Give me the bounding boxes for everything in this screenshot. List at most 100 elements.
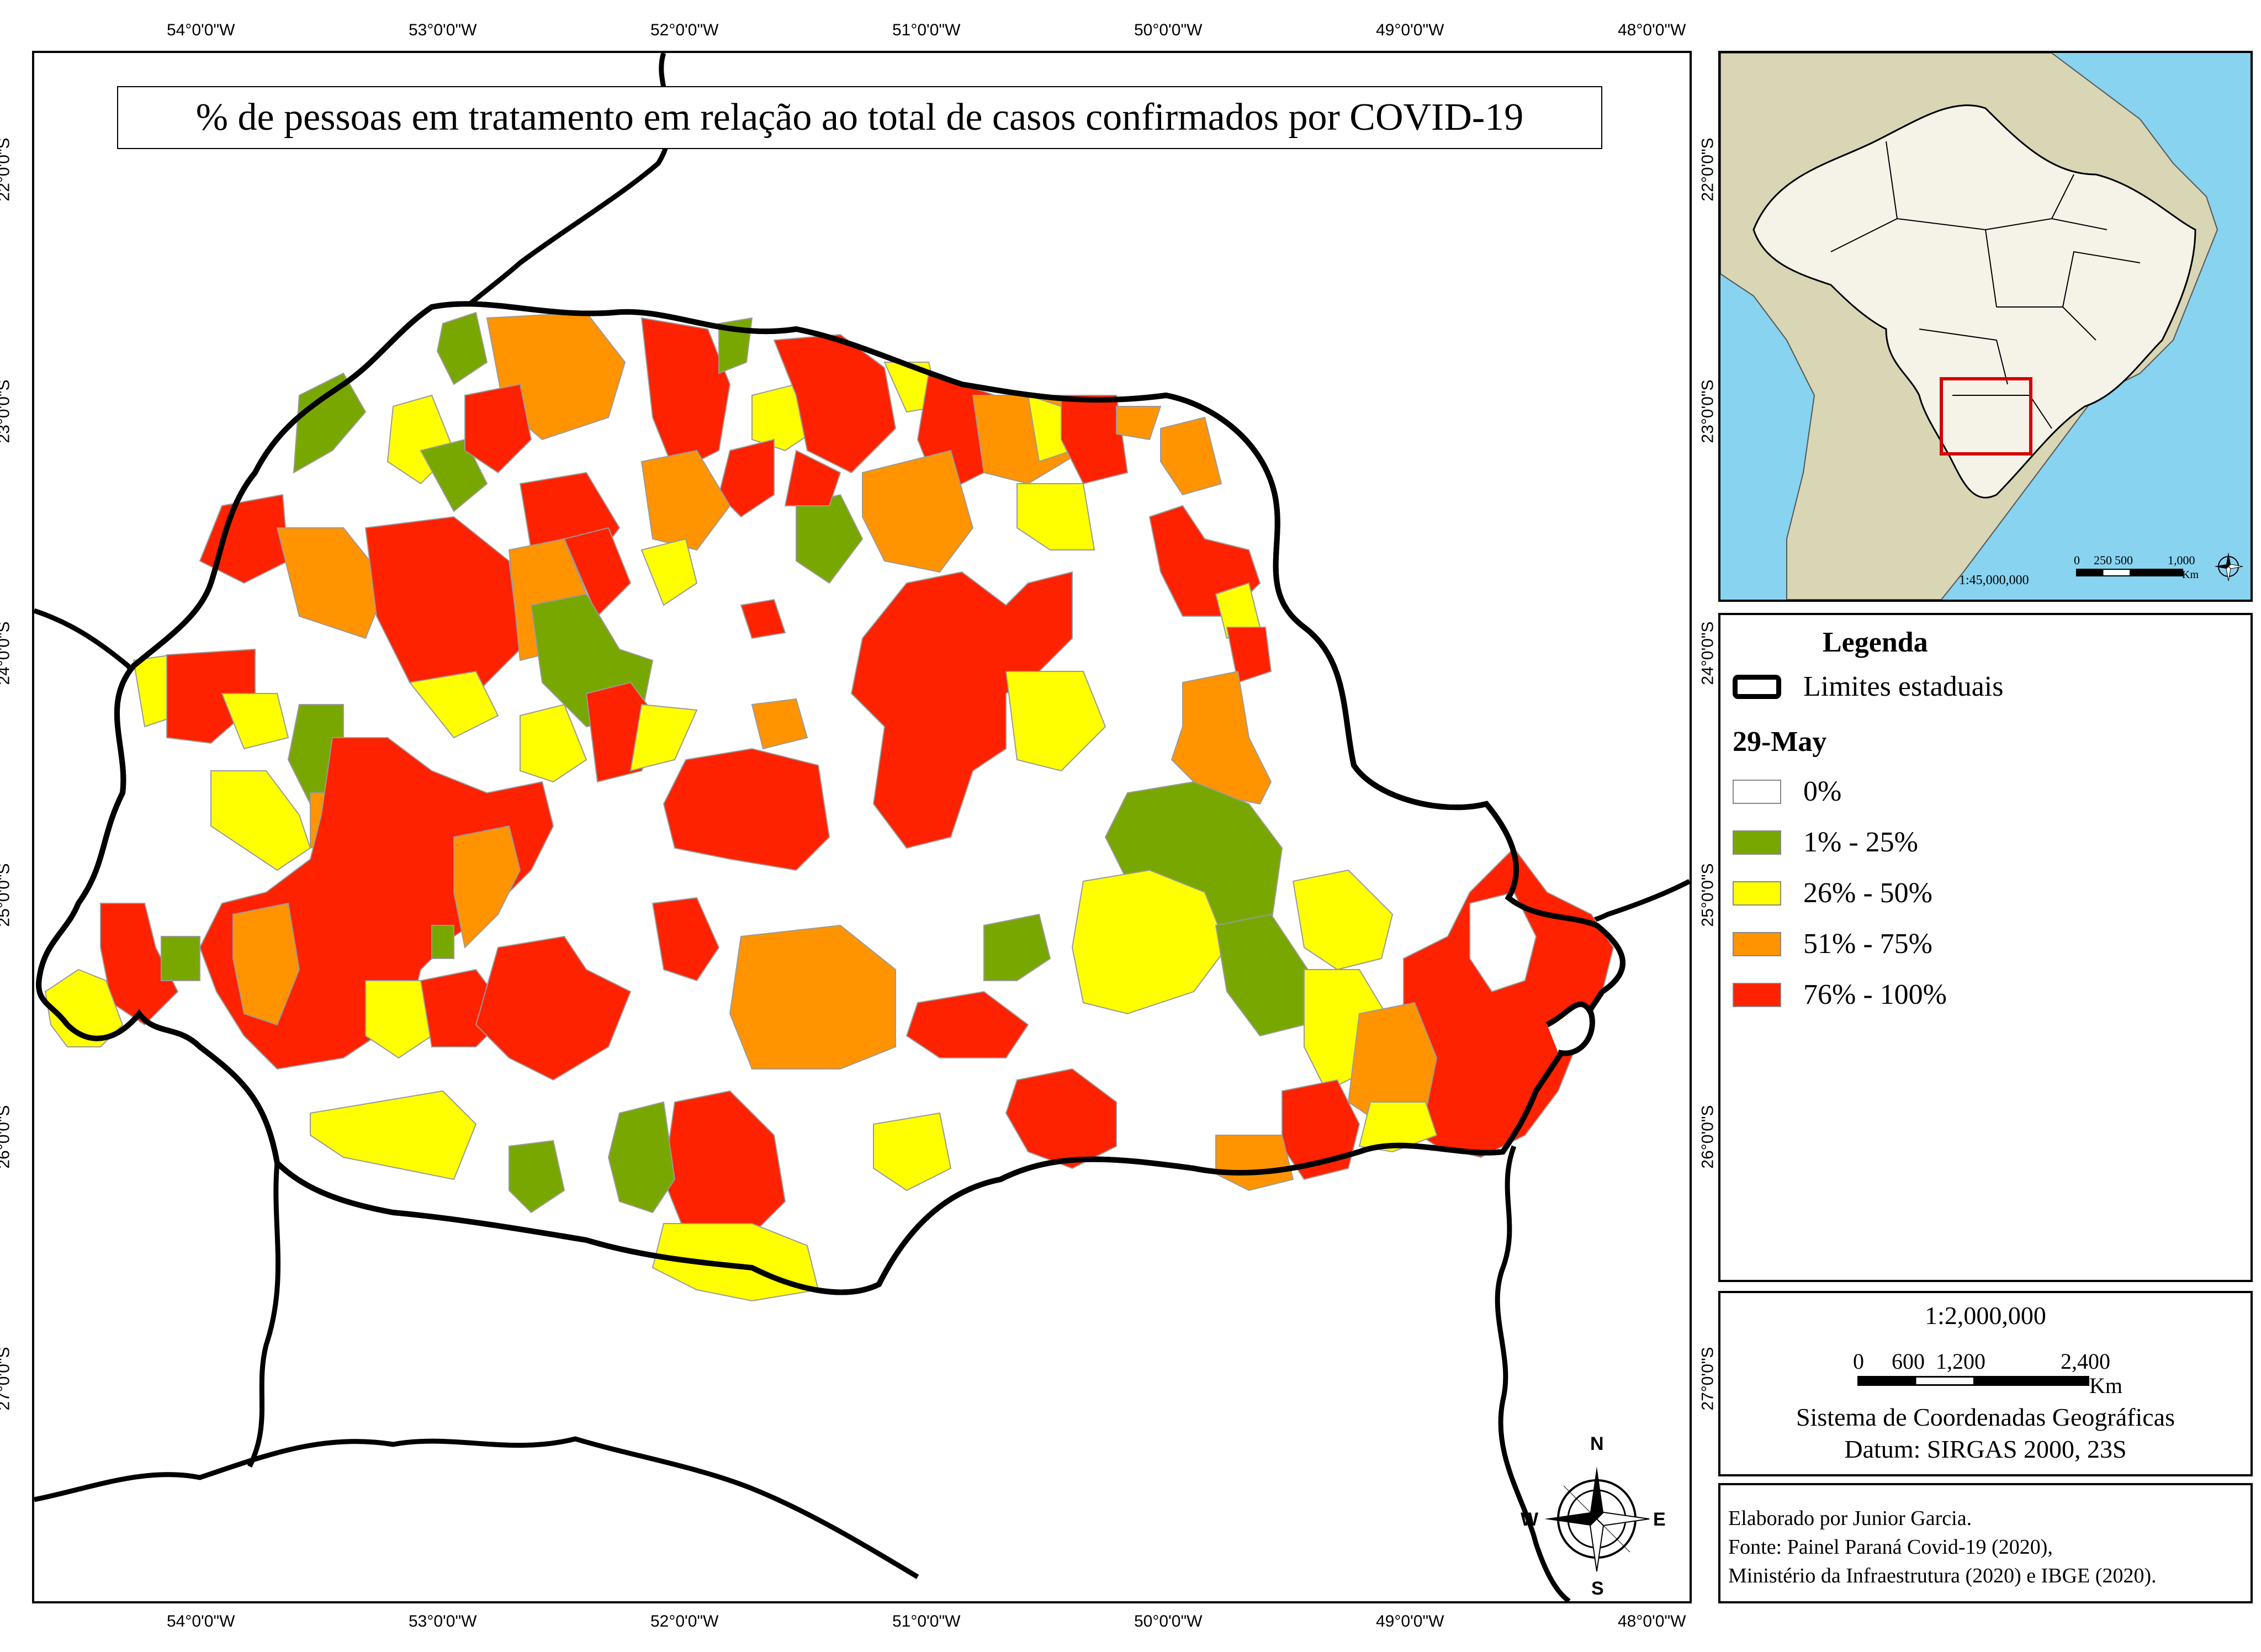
compass-s: S <box>1591 1578 1604 1599</box>
municipalities <box>44 311 1614 1302</box>
inset-scale-ratio: 1:45,000,000 <box>1959 573 2029 587</box>
lat-label-right: 23°0'0"S <box>1698 379 1717 443</box>
municipality-patch <box>293 372 367 474</box>
crs-line2: Datum: SIRGAS 2000, 23S <box>1844 1435 2127 1463</box>
map-title-box: % de pessoas em tratamento em relação ao… <box>117 86 1602 149</box>
municipality-patch <box>453 825 521 949</box>
municipality-patch <box>796 494 864 584</box>
municipality-patch <box>1160 416 1222 496</box>
municipality-patch <box>464 383 532 474</box>
inset-map-frame: 1:45,000,000 0 250 500 1,000 Km <box>1718 51 2253 602</box>
municipality-patch <box>1171 670 1272 805</box>
lat-label-right: 24°0'0"S <box>1698 621 1717 685</box>
municipality-patch <box>1016 483 1095 550</box>
legend-class-label: 76% - 100% <box>1803 979 1947 1010</box>
municipality-patch <box>1215 1135 1294 1192</box>
legend-class-row: 1% - 25% <box>1733 826 1918 859</box>
municipality-patch <box>629 703 698 772</box>
crs-line1: Sistema de Coordenadas Geográficas <box>1796 1403 2175 1431</box>
legend-date: 29-May <box>1733 726 1827 758</box>
lat-label-left: 27°0'0"S <box>0 1347 13 1411</box>
municipality-patch <box>640 449 731 551</box>
lon-label-top: 50°0'0"W <box>1134 21 1203 39</box>
lon-label-bottom: 54°0'0"W <box>167 1612 235 1630</box>
municipality-patch <box>1226 627 1272 684</box>
lon-label-top: 54°0'0"W <box>167 21 235 39</box>
municipality-patch <box>475 935 632 1081</box>
boundary-sc-west <box>247 1162 281 1468</box>
map-title: % de pessoas em tratamento em relação ao… <box>195 96 1524 139</box>
legend-swatch <box>1733 982 1781 1007</box>
main-map-frame: % de pessoas em tratamento em relação ao… <box>32 51 1692 1603</box>
municipality-patch <box>1061 395 1129 485</box>
legend-class-row: 51% - 75% <box>1733 928 1932 960</box>
lon-label-bottom: 51°0'0"W <box>892 1612 961 1630</box>
municipality-patch <box>729 924 896 1069</box>
lon-label-bottom: 52°0'0"W <box>650 1612 719 1630</box>
boundary-sc-rs <box>34 1436 919 1579</box>
inset-map <box>1720 53 2251 600</box>
municipality-patch <box>850 571 1073 849</box>
lon-label-top: 48°0'0"W <box>1618 21 1686 39</box>
lon-label-top: 51°0'0"W <box>892 21 961 39</box>
municipality-patch <box>663 748 830 871</box>
lon-label-bottom: 50°0'0"W <box>1134 1612 1203 1630</box>
municipality-patch <box>652 897 720 982</box>
parana-outline <box>36 301 1625 1295</box>
lat-label-left: 23°0'0"S <box>0 379 13 443</box>
lon-label-top: 49°0'0"W <box>1376 21 1444 39</box>
municipality-patch <box>409 670 499 739</box>
legend-class-label: 0% <box>1803 776 1842 807</box>
legend-panel: Legenda Limites estaduais 29-May 0% 1% -… <box>1718 613 2253 1282</box>
municipality-patch <box>983 913 1051 981</box>
legend-swatch <box>1733 881 1781 906</box>
municipality-patch <box>199 494 289 584</box>
lon-label-bottom: 49°0'0"W <box>1376 1612 1444 1630</box>
legend-swatch <box>1733 830 1781 855</box>
legend-swatch <box>1733 931 1781 956</box>
legend-class-row: 0% <box>1733 775 1841 808</box>
municipality-patch <box>906 991 1029 1058</box>
main-map <box>34 53 1690 1601</box>
inset-compass-icon <box>2214 552 2243 581</box>
compass-rose: N S E W <box>1521 1433 1669 1599</box>
inset-scale-bar: 0 250 500 1,000 Km <box>2074 553 2199 581</box>
municipality-patch <box>1071 869 1228 1015</box>
legend-swatch <box>1733 779 1781 804</box>
municipality-patch <box>221 693 289 750</box>
municipality-patch <box>1005 671 1106 772</box>
lat-label-right: 27°0'0"S <box>1698 1347 1717 1411</box>
inset-highlight-box <box>1940 377 2032 456</box>
municipality-patch <box>364 516 521 706</box>
municipality-patch <box>718 438 775 518</box>
scale-bar: 0 600 1,200 2,400 Km <box>1853 1349 2122 1398</box>
lat-label-left: 26°0'0"S <box>0 1105 13 1169</box>
lat-label-left: 22°0'0"S <box>0 137 13 202</box>
municipality-patch <box>310 1090 477 1180</box>
compass-icon <box>1544 1466 1650 1572</box>
legend-class-row: 26% - 50% <box>1733 877 1932 909</box>
municipality-patch <box>161 936 200 981</box>
municipality-patch <box>431 925 454 959</box>
lon-label-bottom: 48°0'0"W <box>1618 1612 1686 1630</box>
credits-panel: Elaborado por Junior Garcia. Fonte: Pain… <box>1718 1483 2253 1603</box>
municipality-patch <box>1116 406 1162 441</box>
municipality-patch <box>784 449 841 506</box>
municipality-patch <box>640 538 698 606</box>
municipality-patch <box>640 317 731 474</box>
lat-label-right: 25°0'0"S <box>1698 863 1717 927</box>
scale-ratio: 1:2,000,000 <box>1925 1301 2046 1330</box>
municipality-patch <box>873 1112 952 1192</box>
compass-e: E <box>1653 1509 1666 1530</box>
legend-title: Legenda <box>1823 627 1928 658</box>
lon-label-bottom: 53°0'0"W <box>409 1612 477 1630</box>
municipality-patch <box>509 1140 565 1214</box>
boundary-swatch <box>1733 674 1781 699</box>
lat-label-right: 26°0'0"S <box>1698 1105 1717 1169</box>
lat-label-left: 24°0'0"S <box>0 621 13 685</box>
lon-label-top: 53°0'0"W <box>409 21 477 39</box>
brazil <box>1752 104 2196 499</box>
boundary-sc-coast <box>1495 1145 1571 1601</box>
municipality-patch <box>420 438 488 512</box>
municipality-patch <box>563 527 632 617</box>
